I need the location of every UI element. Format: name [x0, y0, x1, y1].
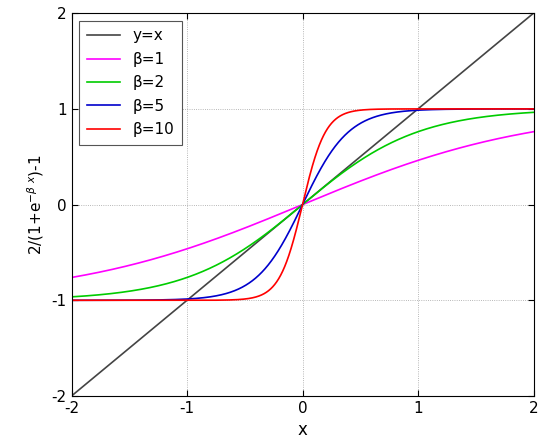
β=10: [530, 106, 537, 112]
Legend: y=x, β=1, β=2, β=5, β=10: y=x, β=1, β=2, β=5, β=10: [79, 21, 182, 145]
Y-axis label: 2/(1+e$^{-\beta\ x}$)-1: 2/(1+e$^{-\beta\ x}$)-1: [25, 154, 46, 255]
β=10: [148, 297, 155, 303]
y=x: [530, 11, 537, 16]
Line: β=5: β=5: [72, 109, 534, 300]
β=1: [521, 131, 527, 136]
β=1: [121, 264, 128, 269]
β=1: [266, 216, 272, 221]
β=5: [471, 106, 478, 112]
β=1: [148, 257, 155, 262]
Line: β=10: β=10: [72, 109, 534, 300]
y=x: [521, 18, 527, 23]
β=1: [245, 224, 252, 229]
β=5: [266, 262, 272, 267]
β=2: [530, 110, 537, 115]
Line: β=1: β=1: [72, 132, 534, 278]
y=x: [245, 246, 252, 252]
β=2: [148, 285, 155, 290]
β=1: [471, 141, 478, 147]
β=1: [530, 129, 537, 134]
y=x: [68, 393, 75, 399]
y=x: [148, 327, 155, 332]
β=5: [245, 281, 252, 286]
β=10: [68, 297, 75, 303]
y=x: [471, 59, 478, 65]
β=10: [521, 106, 527, 112]
β=2: [245, 244, 252, 249]
β=10: [471, 106, 478, 112]
β=10: [245, 296, 252, 301]
Line: β=2: β=2: [72, 112, 534, 297]
X-axis label: x: x: [298, 422, 307, 440]
β=2: [121, 290, 128, 295]
β=5: [530, 106, 537, 112]
y=x: [121, 350, 128, 355]
β=5: [121, 297, 128, 303]
β=5: [68, 297, 75, 303]
β=2: [266, 229, 272, 235]
β=1: [68, 275, 75, 280]
β=2: [68, 294, 75, 300]
β=10: [121, 297, 128, 303]
β=2: [471, 116, 478, 121]
Line: y=x: y=x: [72, 13, 534, 396]
y=x: [266, 230, 272, 235]
β=5: [148, 297, 155, 303]
β=10: [266, 288, 272, 293]
β=5: [521, 106, 527, 112]
β=2: [521, 110, 527, 116]
